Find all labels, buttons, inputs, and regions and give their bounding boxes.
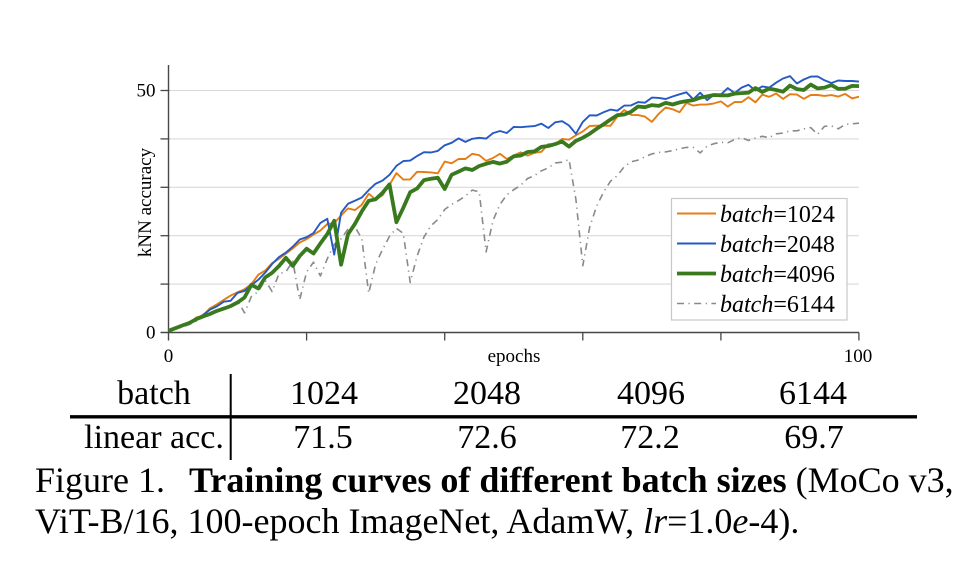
svg-text:71.5: 71.5	[293, 419, 353, 456]
svg-text:kNN accuracy: kNN accuracy	[135, 147, 156, 257]
svg-text:69.7: 69.7	[784, 419, 844, 456]
svg-text:batch=2048: batch=2048	[720, 232, 835, 258]
svg-text:batch: batch	[117, 375, 191, 412]
svg-text:6144: 6144	[779, 375, 847, 412]
svg-text:50: 50	[137, 81, 156, 102]
svg-text:1024: 1024	[290, 375, 358, 412]
svg-text:2048: 2048	[453, 375, 521, 412]
svg-text:epochs: epochs	[488, 346, 541, 367]
svg-text:batch=6144: batch=6144	[720, 292, 835, 318]
svg-text:linear acc.: linear acc.	[84, 419, 224, 456]
svg-text:ViT-B/16, 100-epoch ImageNet,: ViT-B/16, 100-epoch ImageNet, AdamW, lr=…	[35, 501, 799, 541]
svg-text:Figure 1.Training curves of di: Figure 1. Training curves of different ba…	[35, 460, 954, 500]
svg-text:4096: 4096	[617, 375, 685, 412]
svg-text:72.6: 72.6	[457, 419, 517, 456]
svg-text:0: 0	[146, 323, 156, 344]
svg-text:0: 0	[164, 346, 174, 367]
svg-text:72.2: 72.2	[620, 419, 680, 456]
svg-text:batch=4096: batch=4096	[720, 262, 835, 288]
svg-text:100: 100	[844, 346, 873, 367]
svg-text:batch=1024: batch=1024	[720, 202, 835, 228]
